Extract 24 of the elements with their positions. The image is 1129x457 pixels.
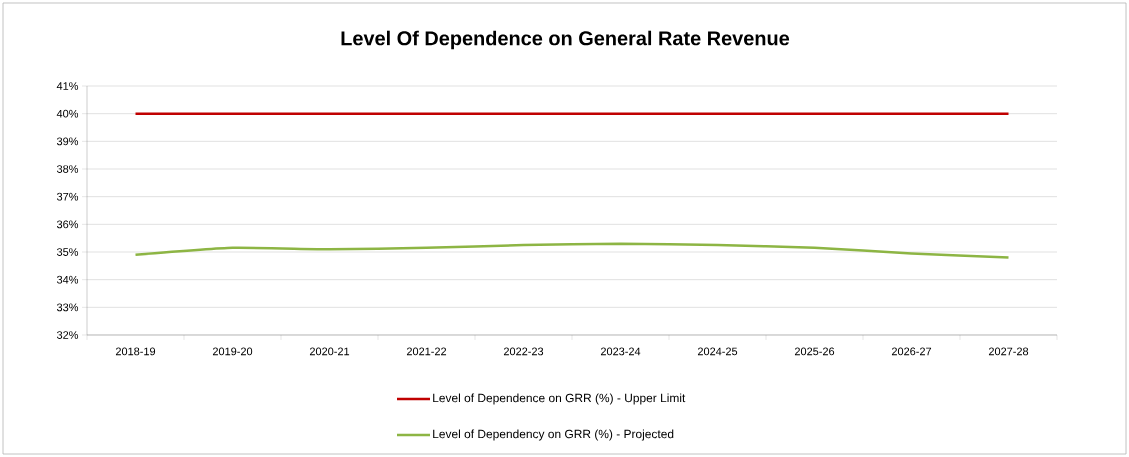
x-tick-label: 2021-22 — [406, 347, 447, 356]
chart-title: Level Of Dependence on General Rate Revenue — [341, 30, 790, 50]
legend-label: Level of Dependency on GRR (%) - Projected — [433, 429, 674, 441]
legend-label: Level of Dependence on GRR (%) - Upper Limit — [433, 393, 686, 405]
x-tick-label: 2027-28 — [988, 347, 1029, 356]
x-tick-label: 2026-27 — [891, 347, 932, 356]
x-tick-label: 2025-26 — [794, 347, 835, 356]
y-tick-label: 41% — [56, 82, 79, 90]
x-tick-label: 2019-20 — [212, 347, 253, 356]
x-tick-label: 2024-25 — [697, 347, 738, 356]
x-tick-label: 2020-21 — [309, 347, 350, 356]
y-tick-label: 39% — [56, 137, 79, 146]
x-tick-label: 2023-24 — [600, 347, 641, 356]
y-tick-label: 40% — [56, 109, 79, 118]
y-tick-label: 37% — [56, 192, 79, 201]
line-series — [134, 242, 1010, 259]
x-tick-label: 2018-19 — [115, 347, 156, 356]
y-tick-label: 34% — [56, 275, 79, 284]
y-tick-label: 35% — [56, 248, 79, 256]
x-tick-label: 2022-23 — [503, 347, 544, 356]
y-tick-label: 33% — [56, 303, 79, 312]
y-tick-label: 36% — [56, 220, 79, 229]
y-tick-label: 32% — [56, 331, 79, 339]
y-tick-label: 38% — [56, 165, 79, 173]
